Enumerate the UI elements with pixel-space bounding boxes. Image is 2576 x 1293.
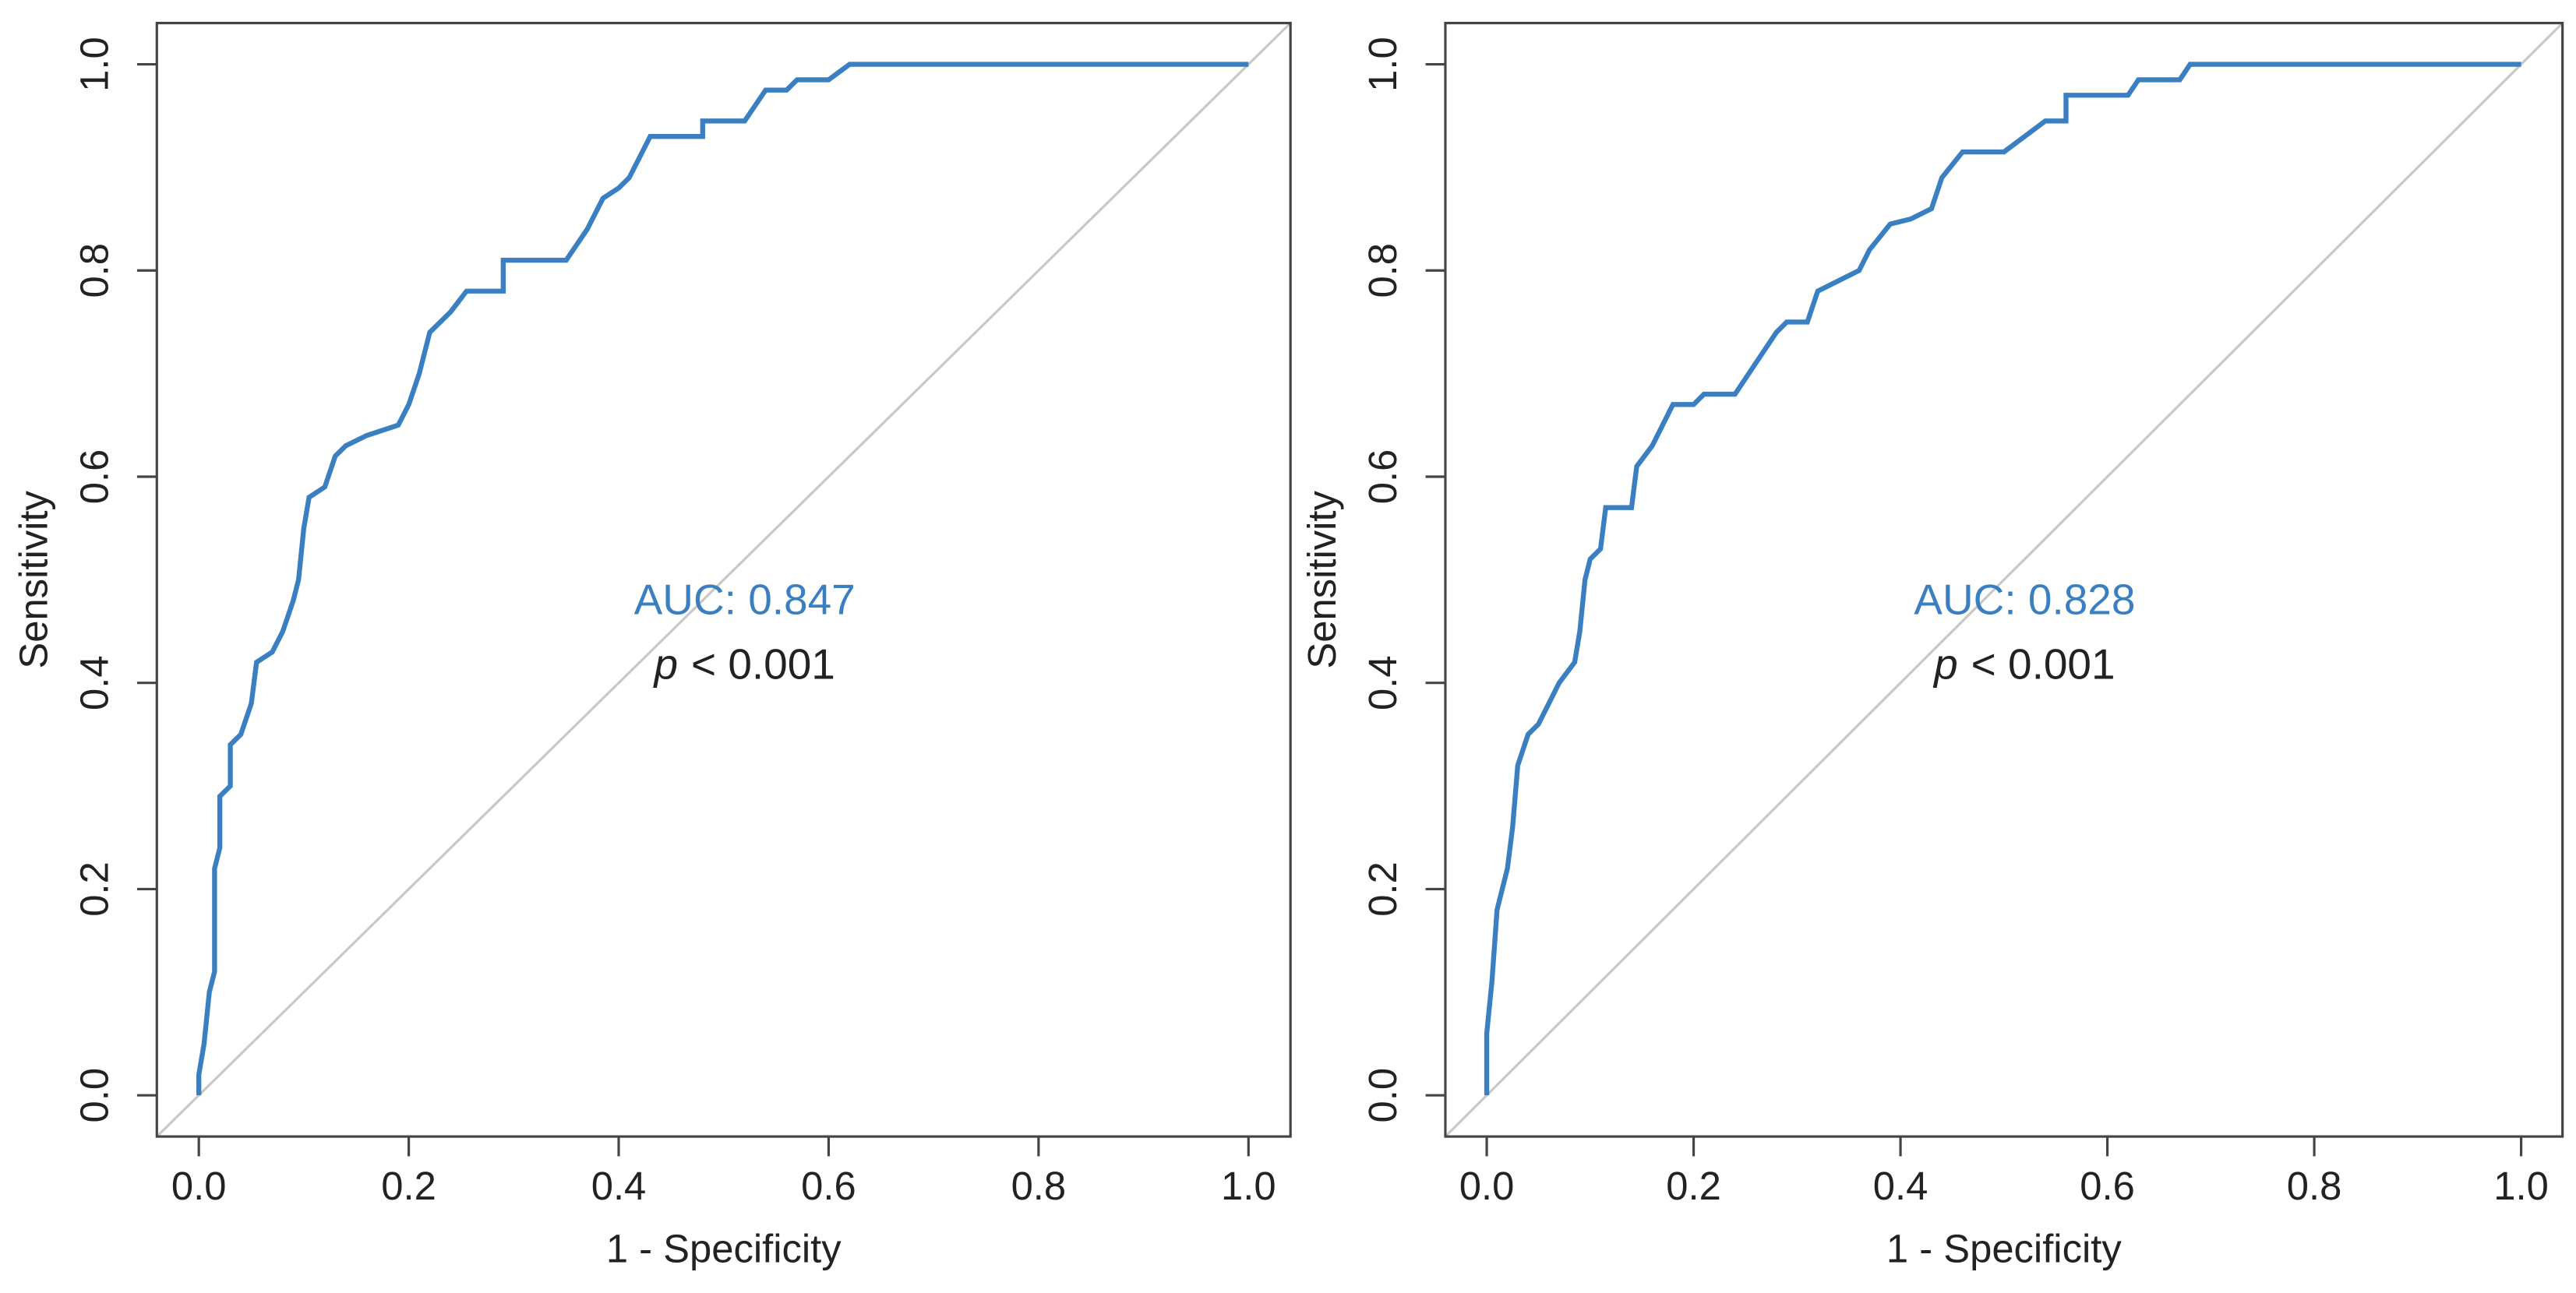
x-tick-label: 0.4 [1873, 1164, 1928, 1208]
x-tick-label: 0.8 [1011, 1164, 1067, 1208]
p-text: < 0.001 [1971, 639, 2115, 688]
p-symbol: p [1932, 639, 1958, 688]
y-tick-label: 1.0 [1360, 37, 1405, 92]
reference-line [1444, 22, 2564, 1138]
auc-label: AUC: 0.847 [634, 575, 856, 623]
p-value: p < 0.001 [1932, 639, 2115, 688]
y-tick-label: 0.0 [72, 1068, 117, 1123]
x-tick-label: 0.2 [1666, 1164, 1721, 1208]
y-tick-label: 0.6 [1360, 449, 1405, 505]
roc-curve [196, 62, 1249, 1096]
x-tick-label: 0.6 [801, 1164, 856, 1208]
y-tick-label: 0.8 [72, 243, 117, 298]
x-tick-label: 0.4 [591, 1164, 647, 1208]
x-tick-label: 1.0 [1221, 1164, 1276, 1208]
y-tick-label: 0.0 [1360, 1068, 1405, 1123]
y-axis-label: Sensitivity [11, 491, 55, 669]
plot-frame [155, 22, 1292, 1138]
x-tick-label: 0.2 [381, 1164, 436, 1208]
y-tick-label: 0.2 [72, 861, 117, 917]
p-value: p < 0.001 [652, 639, 835, 688]
x-tick-label: 0.6 [2080, 1164, 2135, 1208]
roc-curve [1484, 62, 2521, 1096]
y-tick-label: 0.4 [1360, 655, 1405, 710]
x-axis-label: 1 - Specificity [606, 1227, 842, 1271]
y-tick-label: 0.6 [72, 449, 117, 505]
x-tick-label: 0.8 [2287, 1164, 2342, 1208]
y-tick-label: 0.2 [1360, 861, 1405, 917]
x-tick-label: 0.0 [1459, 1164, 1515, 1208]
x-axis-label: 1 - Specificity [1886, 1227, 2122, 1271]
auc-label: AUC: 0.828 [1914, 575, 2135, 623]
x-tick-label: 1.0 [2493, 1164, 2549, 1208]
reference-line [156, 22, 1292, 1138]
p-text: < 0.001 [691, 639, 835, 688]
p-symbol: p [652, 639, 678, 688]
y-tick-label: 1.0 [72, 37, 117, 92]
x-tick-label: 0.0 [171, 1164, 227, 1208]
y-tick-label: 0.8 [1360, 243, 1405, 298]
plot-frame [1444, 22, 2564, 1138]
y-tick-label: 0.4 [72, 655, 117, 710]
y-axis-label: Sensitivity [1300, 491, 1344, 669]
